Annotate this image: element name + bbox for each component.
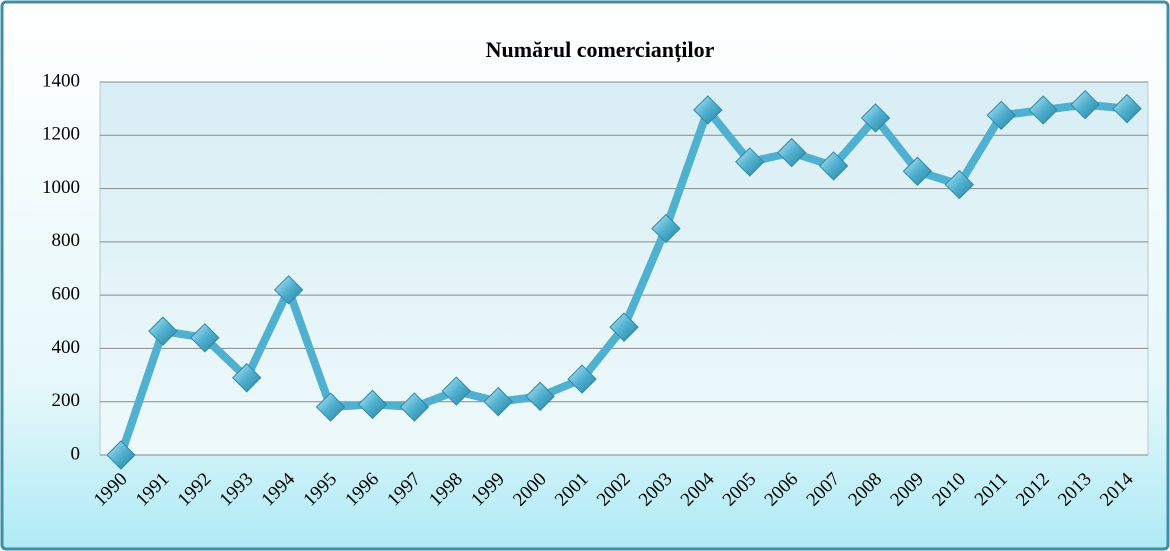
data-marker — [190, 323, 220, 353]
plot-area — [99, 81, 1149, 456]
y-tick-label: 0 — [71, 443, 81, 464]
y-tick-label: 600 — [52, 284, 81, 305]
data-marker — [944, 169, 975, 200]
data-marker — [525, 381, 555, 412]
data-marker — [399, 392, 430, 422]
data-marker — [106, 440, 136, 470]
y-tick-label: 400 — [52, 337, 81, 358]
y-tick-label: 200 — [52, 390, 81, 411]
data-marker — [315, 392, 346, 422]
y-tick-label: 800 — [52, 230, 81, 251]
data-marker — [1070, 89, 1100, 120]
data-marker — [860, 103, 891, 133]
data-marker — [441, 376, 472, 406]
data-marker — [357, 389, 388, 420]
y-tick-label: 1200 — [42, 124, 80, 145]
y-tick-label: 1400 — [42, 70, 80, 91]
data-marker — [818, 151, 849, 181]
data-marker — [902, 156, 933, 186]
y-tick-label: 1000 — [42, 177, 80, 198]
chart-title: Numărul comercianților — [486, 37, 715, 63]
data-marker — [651, 213, 681, 244]
data-marker — [232, 363, 262, 393]
data-marker — [1028, 95, 1058, 125]
data-marker — [986, 100, 1016, 131]
data-marker — [273, 275, 304, 305]
data-marker — [735, 147, 765, 177]
data-marker — [776, 137, 807, 168]
data-marker — [609, 312, 639, 342]
data-marker — [148, 316, 178, 346]
data-marker — [1112, 93, 1142, 124]
data-marker — [483, 387, 513, 417]
data-marker — [693, 95, 723, 125]
data-marker — [567, 364, 597, 394]
